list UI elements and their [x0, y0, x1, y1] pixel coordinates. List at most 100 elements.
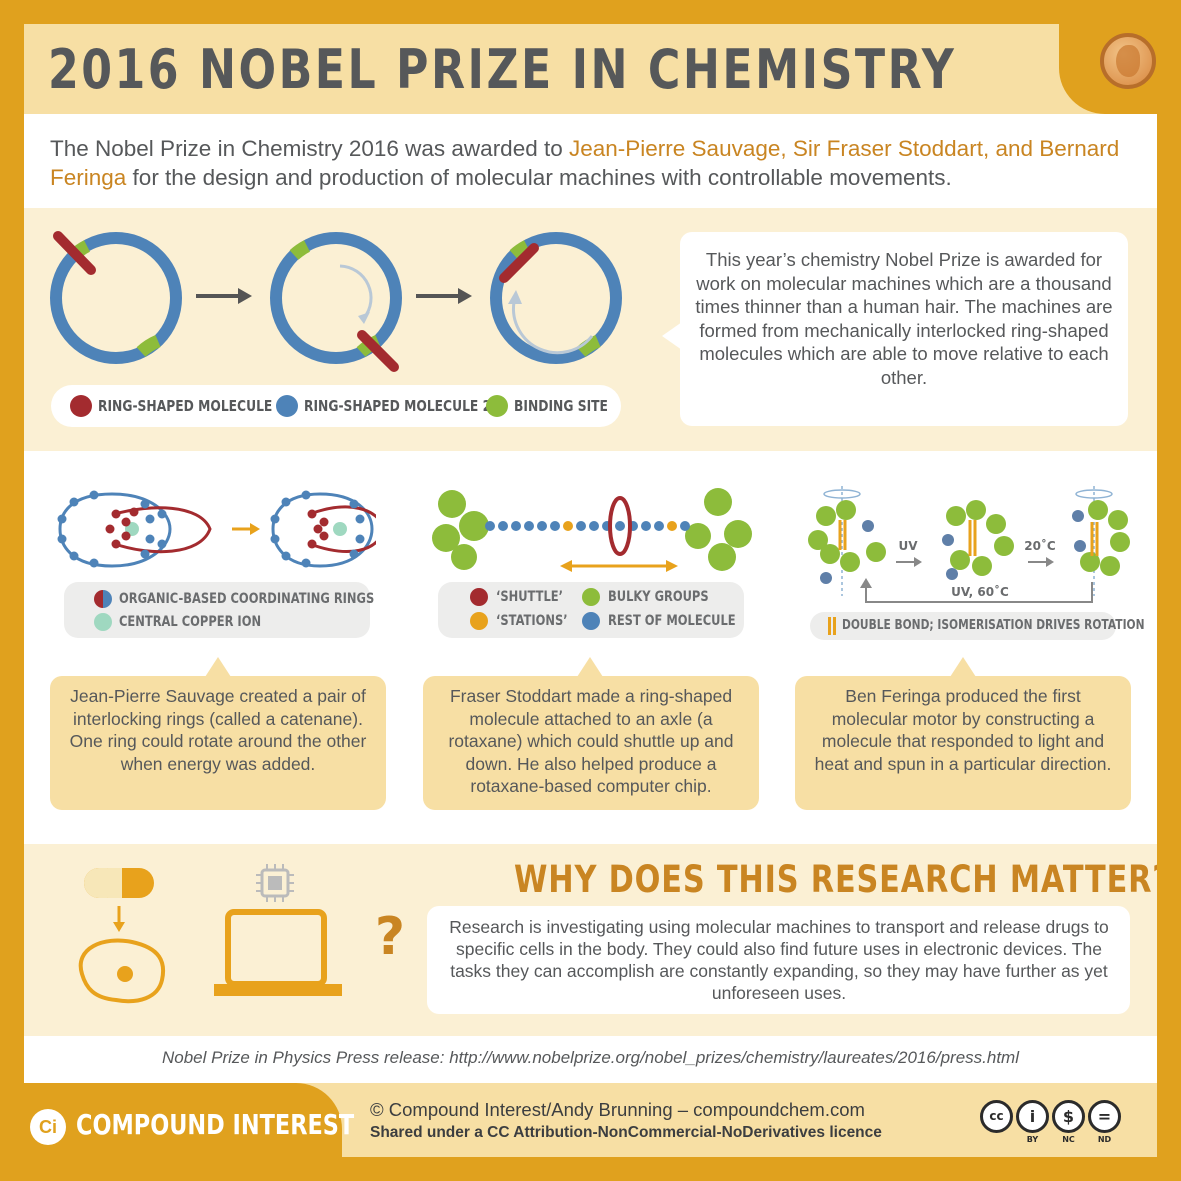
- return-arrow: [860, 578, 1093, 603]
- binding-site: [289, 240, 311, 260]
- nc-label: NC: [1062, 1135, 1075, 1144]
- legend-copper-ion: CENTRAL COPPER ION: [119, 614, 262, 630]
- sauvage-box: [50, 676, 386, 810]
- red-dot: [470, 588, 488, 606]
- footer-brand-tab: [24, 1083, 342, 1157]
- red-legend-dot: [70, 395, 92, 417]
- blue-ring: [270, 232, 402, 364]
- red-ring: [499, 243, 539, 283]
- catenane-diagram: [57, 490, 376, 568]
- ring-sequence-diagram: [50, 231, 622, 372]
- legend-ring2: RING-SHAPED MOLECULE 2: [304, 397, 492, 415]
- why-title: WHY DOES THIS RESEARCH MATTER?: [514, 858, 1157, 901]
- box-tail: [950, 657, 976, 677]
- ring-state-1: [50, 231, 182, 364]
- question-mark-icon: ?: [375, 907, 405, 967]
- ring-legend: [51, 385, 621, 427]
- description-text: This year’s chemistry Nobel Prize is awa…: [695, 249, 1113, 388]
- cc-icon: cc: [980, 1100, 1013, 1133]
- ring-state-3: [490, 232, 622, 364]
- heat-label: 20˚C: [1024, 538, 1056, 553]
- brand-name: COMPOUND INTEREST: [76, 1108, 355, 1141]
- motor-state-2: [942, 500, 1014, 580]
- stoddart-box: [423, 676, 759, 810]
- box-tail: [205, 657, 231, 677]
- red-ring: [357, 330, 399, 372]
- cell-icon: [78, 938, 166, 1004]
- intro-paragraph: The Nobel Prize in Chemistry 2016 was aw…: [50, 134, 1140, 192]
- motor-legend: [810, 612, 1116, 640]
- infographic-card: 2016 NOBEL PRIZE IN CHEMISTRY The Nobel …: [24, 24, 1157, 1157]
- green-legend-dot: [486, 395, 508, 417]
- laptop-icon: [214, 909, 342, 996]
- laureate-names: Jean-Pierre Sauvage, Sir Fraser Stoddart…: [50, 136, 1120, 190]
- nobel-medal-icon: [1100, 33, 1156, 89]
- catenane-legend: [64, 582, 370, 638]
- arrow-icon: [1028, 557, 1054, 567]
- attribution-icon: i: [1016, 1100, 1049, 1133]
- intro-after: for the design and production of molecul…: [126, 165, 952, 190]
- legend-double-bond: DOUBLE BOND; ISOMERISATION DRIVES ROTATI…: [842, 618, 1145, 633]
- noncommercial-icon: $: [1052, 1100, 1085, 1133]
- rotation-arrow: [512, 301, 594, 355]
- reference-link[interactable]: Nobel Prize in Physics Press release: ht…: [161, 1048, 1019, 1067]
- arrow-icon: [196, 288, 252, 304]
- catenane-after: [270, 490, 376, 568]
- why-box: [427, 906, 1130, 1014]
- bulky-group-right: [685, 488, 752, 571]
- red-ring: [53, 231, 96, 275]
- catenane-before: [57, 490, 212, 568]
- license-text: Shared under a CC Attribution-NonCommerc…: [370, 1124, 882, 1141]
- arrow-icon: [896, 557, 922, 567]
- noderivatives-icon: =: [1088, 1100, 1121, 1133]
- blue-ring: [50, 232, 182, 364]
- capsule-icon: [84, 868, 154, 898]
- bulky-group-left: [432, 490, 489, 570]
- orange-dot: [470, 612, 488, 630]
- legend-binding-site: BINDING SITE: [514, 397, 608, 415]
- double-bond-icon: [833, 617, 836, 635]
- arrow-icon: [232, 523, 260, 535]
- arrow-icon: [416, 288, 472, 304]
- rotaxane-diagram: [432, 488, 752, 572]
- feringa-text: Ben Feringa produced the first molecular…: [814, 686, 1112, 774]
- legend-coordinating-rings: ORGANIC-BASED COORDINATING RINGS: [119, 591, 375, 607]
- blue-legend-dot: [276, 395, 298, 417]
- binding-site: [576, 335, 601, 357]
- why-text: Research is investigating using molecula…: [449, 917, 1109, 1003]
- box-tail: [577, 657, 603, 677]
- legend-shuttle: ‘SHUTTLE’: [496, 589, 564, 605]
- axle: [485, 521, 690, 531]
- header-band: [24, 24, 1157, 114]
- rotation-arrow: [339, 264, 373, 319]
- copyright-text: © Compound Interest/Andy Brunning – comp…: [370, 1099, 865, 1120]
- description-bubble: [680, 232, 1128, 426]
- arrow-down-icon: [113, 906, 125, 932]
- blue-dot: [582, 612, 600, 630]
- green-dot: [582, 588, 600, 606]
- motor-state-3: [1072, 486, 1130, 596]
- microchip-icon: [256, 864, 294, 902]
- bubble-tail: [662, 322, 682, 350]
- nd-label: ND: [1097, 1135, 1112, 1144]
- compound-interest-logo: Ci: [30, 1109, 66, 1145]
- double-bond-icon: [828, 617, 831, 635]
- legend-stations: ‘STATIONS’: [496, 613, 568, 629]
- blue-ring: [490, 232, 622, 364]
- sauvage-text: Jean-Pierre Sauvage created a pair of in…: [69, 686, 367, 774]
- legend-ring1: RING-SHAPED MOLECULE 1: [98, 397, 286, 415]
- motor-state-1: [808, 486, 886, 596]
- by-label: BY: [1026, 1135, 1039, 1144]
- intro-before: The Nobel Prize in Chemistry 2016 was aw…: [50, 136, 569, 161]
- binding-site: [509, 240, 531, 260]
- legend-bulky-groups: BULKY GROUPS: [608, 589, 709, 605]
- shuttle-arrow: [560, 560, 678, 572]
- applications-illustration: ?: [78, 864, 405, 1004]
- stoddart-text: Fraser Stoddart made a ring-shaped molec…: [448, 686, 734, 796]
- uv-label: UV: [898, 539, 918, 553]
- teal-dot: [94, 613, 112, 631]
- page-title: 2016 NOBEL PRIZE IN CHEMISTRY: [48, 38, 957, 101]
- binding-site: [136, 335, 161, 357]
- half-red-half-blue-dot: [94, 590, 112, 608]
